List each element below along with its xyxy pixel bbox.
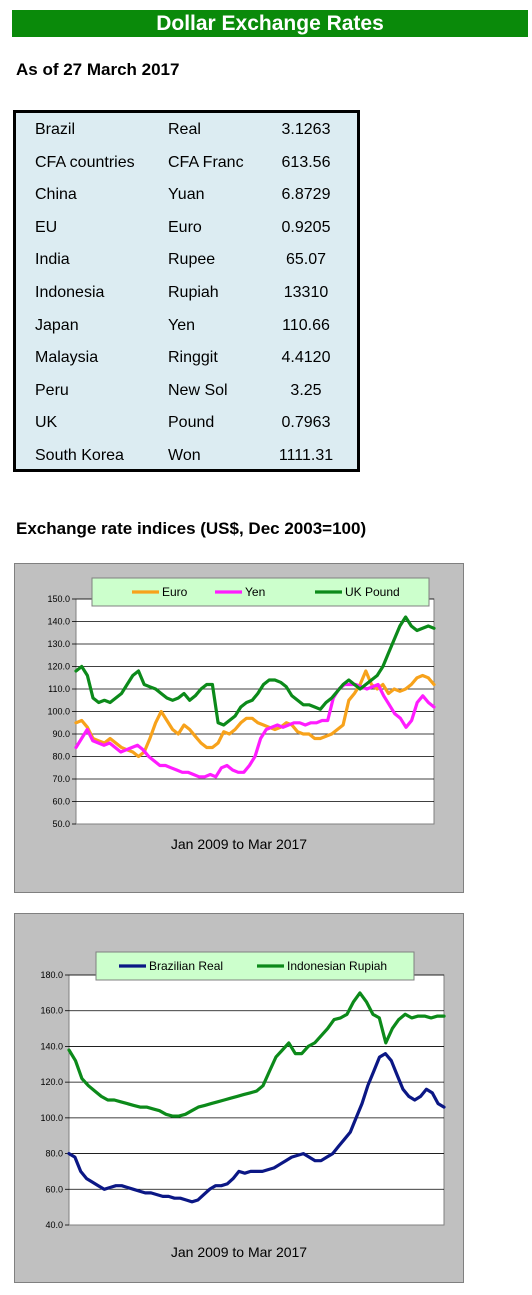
legend-label-1: Indonesian Rupiah <box>287 959 387 973</box>
rate-value: 6.8729 <box>281 186 331 204</box>
series-line-1 <box>74 682 436 779</box>
y-tick-label: 100.0 <box>47 707 70 717</box>
legend-label-0: Brazilian Real <box>149 959 223 973</box>
rate-country: Malaysia <box>35 349 99 367</box>
chart-indices-real-rupiah: 40.0 60.0 80.0 100.0 120.0 140.0 160.0 180.0 Bra… <box>14 913 464 1283</box>
rate-value: 3.25 <box>290 381 322 399</box>
rate-country: Indonesia <box>35 284 105 301</box>
rate-country: CFA countries <box>35 153 135 171</box>
y-tick-label: 140.0 <box>47 617 70 627</box>
rate-country: EU <box>35 218 58 236</box>
page-title: Dollar Exchange Rates <box>12 10 528 37</box>
series-line-1 <box>67 991 446 1118</box>
rate-value: 0.9205 <box>281 218 331 236</box>
y-tick-label: 50.0 <box>52 819 70 829</box>
rate-value: 613.56 <box>281 153 331 171</box>
y-tick-label: 140.0 <box>40 1041 63 1051</box>
rate-row: India Rupee 65.07 <box>16 244 357 276</box>
rate-value: 13310 <box>283 284 329 301</box>
series-line-2 <box>74 615 436 727</box>
rate-currency: Won <box>168 447 201 464</box>
rate-row: Japan Yen 110.66 <box>16 310 357 342</box>
rate-currency: Yuan <box>168 186 205 204</box>
y-tick-label: 80.0 <box>45 1149 63 1159</box>
rate-value: 3.1263 <box>281 121 331 138</box>
plot-area <box>68 974 445 1226</box>
rate-currency: Rupee <box>168 251 216 269</box>
rate-row: UK Pound 0.7963 <box>16 407 357 439</box>
rate-row: EU Euro 0.9205 <box>16 212 357 244</box>
legend-label-1: Yen <box>245 585 265 599</box>
exchange-rate-table: Brazil Real 3.1263 CFA countries CFA Franc 61… <box>13 110 360 472</box>
rate-value: 1111.31 <box>278 447 334 464</box>
rate-currency: CFA Franc <box>168 153 244 171</box>
rate-row: Malaysia Ringgit 4.4120 <box>16 342 357 374</box>
rate-country: UK <box>35 414 58 432</box>
y-tick-label: 40.0 <box>45 1220 63 1230</box>
chart-2-plot: 40.0 60.0 80.0 100.0 120.0 140.0 160.0 180.0 Bra… <box>40 951 446 1230</box>
rate-currency: Rupiah <box>168 284 219 301</box>
rate-currency: Ringgit <box>168 349 218 367</box>
y-tick-label: 130.0 <box>47 639 70 649</box>
rate-value: 0.7963 <box>281 414 331 432</box>
rate-currency: New Sol <box>168 381 228 399</box>
rate-country: India <box>35 251 70 269</box>
rate-row: China Yuan 6.8729 <box>16 179 357 211</box>
series-line-0 <box>67 1052 446 1204</box>
y-tick-label: 100.0 <box>40 1113 63 1123</box>
rate-currency: Yen <box>168 316 195 334</box>
rate-country: Peru <box>35 381 69 399</box>
y-tick-label: 110.0 <box>48 684 70 694</box>
legend-label-2: UK Pound <box>345 585 400 599</box>
rate-row: Brazil Real 3.1263 <box>16 114 357 146</box>
rate-country: South Korea <box>35 447 124 464</box>
rate-currency: Pound <box>168 414 215 432</box>
rate-country: Japan <box>35 316 79 334</box>
rate-currency: Euro <box>168 218 202 236</box>
chart-2-xlabel: Jan 2009 to Mar 2017 <box>170 1244 308 1260</box>
rate-value: 110.66 <box>282 316 330 334</box>
rate-value: 4.4120 <box>281 349 331 367</box>
legend <box>95 951 415 981</box>
y-tick-label: 70.0 <box>52 774 70 784</box>
indices-heading: Exchange rate indices (US$, Dec 2003=100… <box>16 519 367 538</box>
rate-value: 65.07 <box>285 251 327 269</box>
rate-row: CFA countries CFA Franc 613.56 <box>16 147 357 179</box>
rate-country: Brazil <box>35 121 76 138</box>
y-tick-label: 180.0 <box>40 970 63 980</box>
y-tick-label: 150.0 <box>47 594 70 604</box>
y-tick-label: 90.0 <box>52 729 70 739</box>
rate-row: Indonesia Rupiah 13310 <box>16 277 357 309</box>
chart-indices-euro-yen-pound: 50.0 60.0 70.0 80.0 90.0 100.0 110.0 120.0 130.0… <box>14 563 464 893</box>
y-tick-label: 60.0 <box>45 1184 63 1194</box>
rate-currency: Real <box>168 121 201 138</box>
y-tick-label: 80.0 <box>52 752 70 762</box>
rate-country: China <box>35 186 77 204</box>
as-of-date: As of 27 March 2017 <box>16 60 180 79</box>
y-tick-label: 60.0 <box>52 797 70 807</box>
chart-1-plot: 50.0 60.0 70.0 80.0 90.0 100.0 110.0 120.0 130.0… <box>47 577 436 829</box>
chart-1-xlabel: Jan 2009 to Mar 2017 <box>170 836 308 852</box>
legend-label-0: Euro <box>162 585 188 599</box>
y-tick-label: 120.0 <box>47 662 70 672</box>
rate-row: Peru New Sol 3.25 <box>16 375 357 407</box>
y-tick-label: 160.0 <box>40 1006 63 1016</box>
rate-row: South Korea Won 1111.31 <box>16 440 357 472</box>
y-tick-label: 120.0 <box>40 1077 63 1087</box>
